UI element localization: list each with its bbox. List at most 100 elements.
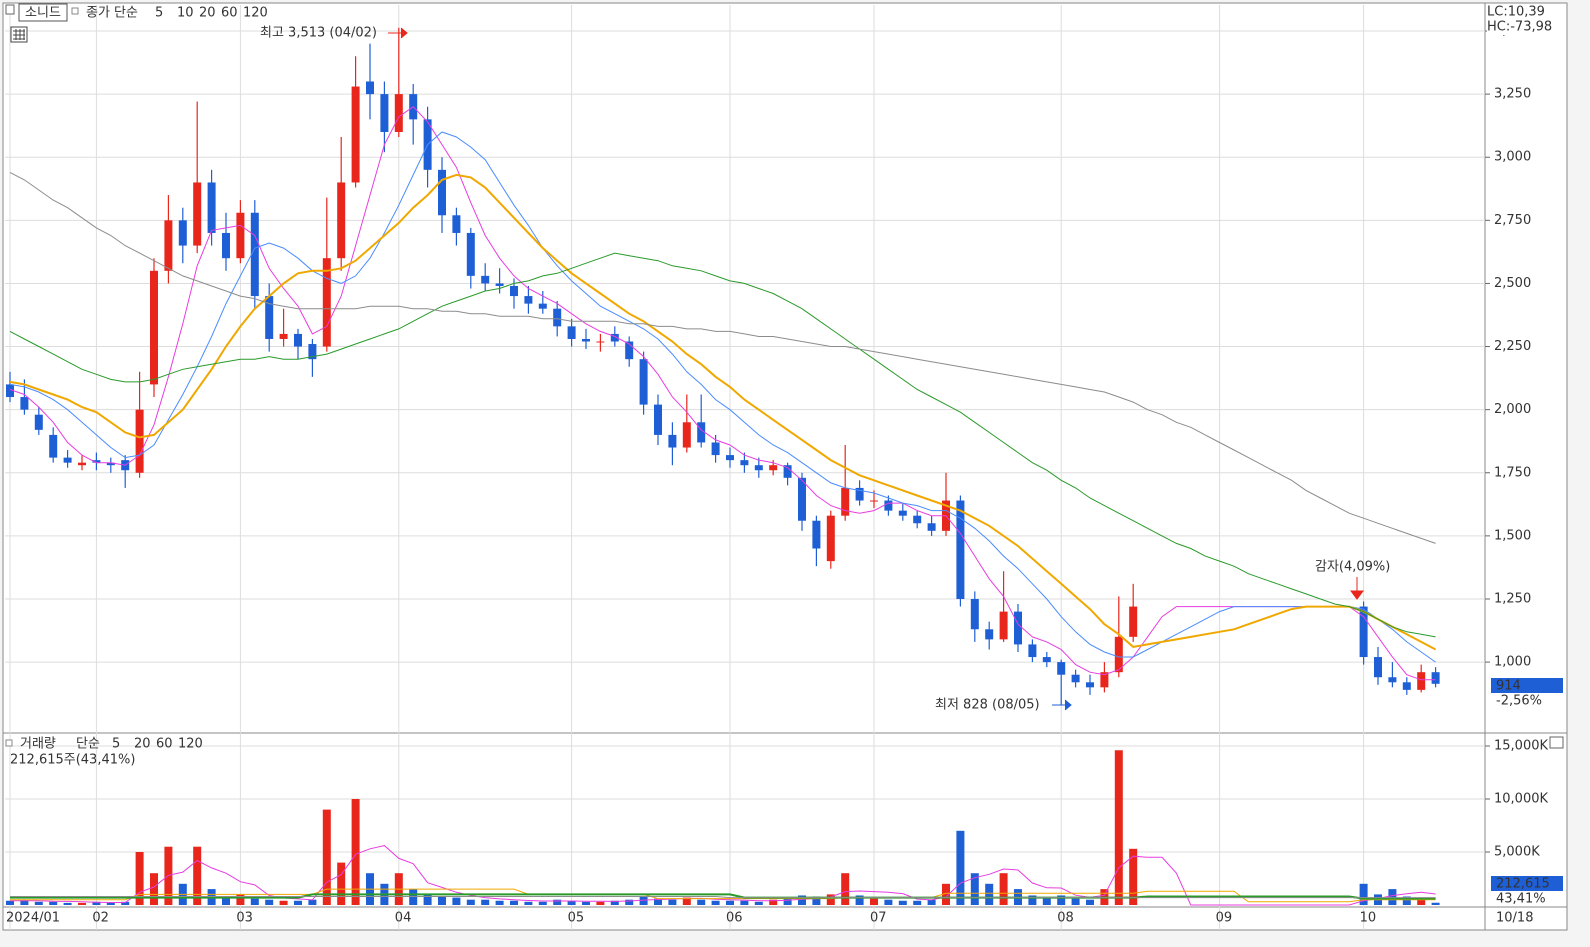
volume-bar — [668, 899, 677, 905]
lc-label: LC:10,39 — [1487, 5, 1545, 20]
volume-bar — [49, 901, 58, 905]
volume-bar — [438, 896, 446, 905]
legend-entry: 5 — [155, 6, 163, 21]
x-tick-label: 05 — [568, 911, 585, 926]
candle-body — [1431, 672, 1440, 684]
volume-title: 거래량 — [20, 737, 56, 752]
candle-body — [1374, 657, 1382, 678]
x-tick-label: 06 — [726, 911, 743, 926]
candle-body — [769, 465, 778, 471]
volume-bar — [63, 902, 72, 905]
volume-bar — [567, 900, 576, 905]
volume-bar — [1057, 895, 1066, 905]
volume-bar — [92, 901, 101, 905]
hc-bg — [1487, 20, 1565, 35]
candle-body — [1014, 611, 1022, 645]
legend-icon — [71, 7, 79, 15]
volume-bar — [20, 899, 29, 905]
x-tick-label: 09 — [1216, 911, 1233, 926]
legend-entry: 5 — [112, 737, 120, 752]
volume-bar — [1028, 895, 1037, 905]
volume-bar — [1042, 897, 1051, 905]
volume-bar — [538, 901, 547, 905]
volume-bar — [135, 852, 144, 905]
x-tick-label: 10 — [1360, 911, 1377, 926]
volume-bar — [913, 900, 922, 905]
volume-bar — [855, 895, 864, 905]
volume-bar — [625, 899, 634, 905]
candle-body — [826, 515, 835, 562]
candle-body — [236, 212, 245, 259]
ma-line — [9, 171, 1436, 544]
volume-bar — [596, 901, 605, 905]
ma-line — [9, 131, 1436, 663]
candle-body — [6, 384, 14, 398]
candle-body — [265, 296, 274, 339]
ma-label: 종가 단순 — [86, 6, 138, 21]
ma-line — [9, 252, 1436, 638]
volume-bar — [740, 900, 749, 905]
volume-bar — [970, 873, 979, 905]
y-tick-label: 2,500 — [1494, 276, 1531, 291]
volume-bar — [351, 799, 360, 905]
volume-bar — [34, 901, 43, 905]
y-tick-label: 1,000 — [1494, 655, 1531, 670]
volume-bar — [1402, 896, 1411, 905]
x-tick-label: 02 — [92, 911, 109, 926]
volume-bar — [654, 898, 662, 905]
candle-body — [92, 460, 101, 463]
lines-layer — [9, 106, 1437, 906]
panel-button[interactable] — [1549, 736, 1564, 749]
candle-body — [927, 523, 936, 531]
candle-body — [711, 442, 720, 456]
candle-body — [999, 611, 1008, 640]
candle-body — [596, 341, 605, 343]
volume-bar — [610, 900, 619, 905]
candle-body — [150, 270, 158, 385]
candle-body — [956, 500, 965, 599]
candle-body — [279, 333, 288, 339]
last-price-box — [1491, 678, 1563, 693]
volume-bar — [337, 862, 346, 905]
high-annotation: 최고 3,513 (04/02) — [260, 26, 377, 41]
candle-body — [898, 510, 907, 516]
legend-entry: 60 — [221, 6, 238, 21]
last-change: -2,56% — [1496, 694, 1542, 709]
candle-body — [394, 94, 403, 132]
volume-bar — [481, 899, 490, 905]
volume-bar — [927, 899, 936, 905]
symbol-box[interactable] — [18, 3, 68, 22]
candle-body — [207, 182, 216, 233]
low-annotation: 최저 828 (08/05) — [935, 698, 1040, 713]
volume-bar — [423, 894, 432, 905]
last-volume-box — [1491, 876, 1563, 891]
candle-body — [135, 409, 144, 473]
candle-body — [322, 258, 331, 347]
legend-entry: 20 — [199, 6, 216, 21]
candle-body — [1114, 636, 1123, 673]
legend-entry: 60 — [156, 737, 173, 752]
volume-bar — [697, 899, 706, 905]
candle-body — [250, 212, 259, 297]
candle-body — [1359, 606, 1368, 658]
legend-icon — [5, 4, 15, 15]
volume-bar — [524, 901, 533, 905]
candle-body — [438, 169, 446, 216]
candle-body — [754, 465, 763, 471]
ma-line — [9, 173, 1437, 651]
x-tick-label: 04 — [395, 911, 412, 926]
candle-body — [726, 455, 734, 461]
candle-body — [553, 308, 562, 327]
candle-body — [567, 326, 576, 339]
volume-bar — [236, 894, 245, 905]
candle-body — [495, 283, 504, 286]
last-ratio: 43,41% — [1496, 892, 1546, 907]
ma-line — [10, 893, 1436, 900]
event-annotation: 감자(4,09%) — [1315, 560, 1390, 575]
candle-body — [510, 285, 518, 297]
y-tick-label: 1,250 — [1494, 591, 1531, 606]
volume-bar — [711, 900, 720, 905]
volume-bar — [783, 898, 792, 905]
candle-body — [798, 477, 806, 521]
candle-body — [34, 414, 43, 430]
